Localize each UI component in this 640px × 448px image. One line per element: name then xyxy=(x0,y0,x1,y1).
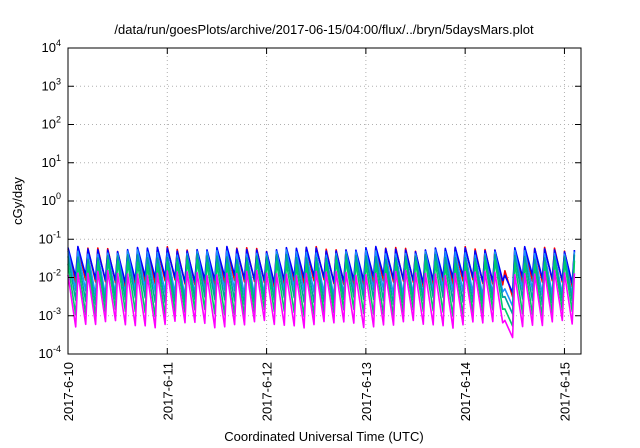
chart-title: /data/run/goesPlots/archive/2017-06-15/0… xyxy=(114,22,534,37)
y-axis: 10-4 10-3 10-2 10-1 100 101 102 103 104 xyxy=(39,38,581,361)
series-group xyxy=(67,245,576,339)
x-tick-label: 2017-6-11 xyxy=(160,362,175,420)
x-tick-label: 2017-6-12 xyxy=(260,362,275,421)
y-tick-label: 101 xyxy=(42,153,61,170)
x-tick-label: 2017-6-10 xyxy=(61,362,76,421)
y-tick-label: 100 xyxy=(42,191,61,208)
series-line-6 xyxy=(67,269,576,339)
y-axis-label: cGy/day xyxy=(10,177,25,225)
x-tick-label: 2017-6-15 xyxy=(557,362,572,421)
y-tick-label: 10-4 xyxy=(39,344,61,361)
y-tick-label: 102 xyxy=(42,115,61,132)
y-tick-label: 10-1 xyxy=(39,229,61,246)
x-axis: 2017-6-10 2017-6-11 2017-6-12 2017-6-13 2017… xyxy=(61,48,572,421)
y-tick-label: 10-3 xyxy=(39,306,61,323)
x-tick-label: 2017-6-13 xyxy=(359,362,374,421)
y-tick-label: 104 xyxy=(42,38,61,55)
x-axis-label: Coordinated Universal Time (UTC) xyxy=(224,429,423,444)
x-tick-label: 2017-6-14 xyxy=(458,362,473,421)
y-tick-label: 10-2 xyxy=(39,268,61,285)
y-tick-label: 103 xyxy=(42,76,61,93)
